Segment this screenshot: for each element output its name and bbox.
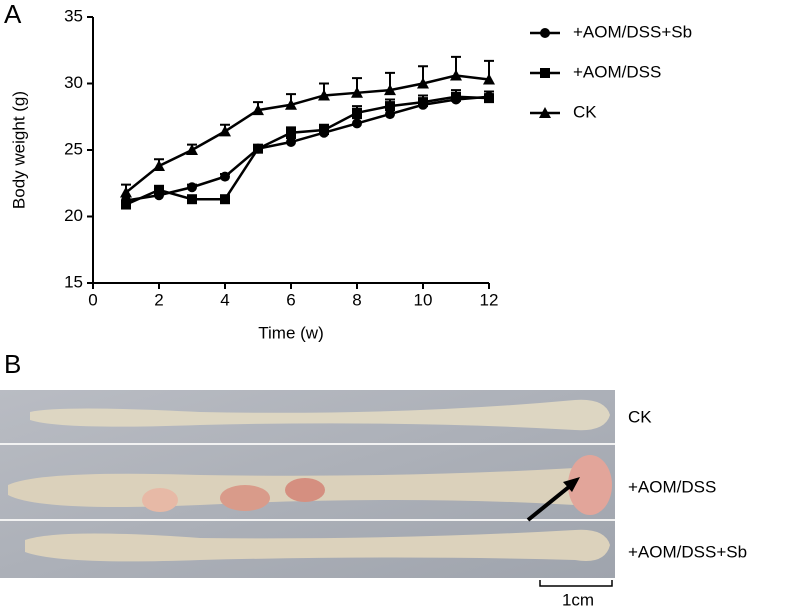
divider — [0, 443, 615, 445]
tumor — [220, 485, 270, 511]
series-line — [125, 74, 490, 194]
divider — [0, 519, 615, 521]
row-label: +AOM/DSS — [628, 477, 716, 496]
marker — [451, 91, 461, 102]
marker — [186, 144, 198, 155]
legend-label: +AOM/DSS — [573, 62, 661, 81]
y-tick-label: 20 — [64, 206, 83, 225]
marker — [153, 159, 165, 171]
marker — [385, 101, 395, 112]
marker — [352, 118, 362, 129]
marker — [121, 199, 131, 210]
marker — [285, 98, 297, 110]
panel-label: A — [4, 0, 22, 29]
series-line — [125, 95, 490, 206]
marker — [484, 93, 494, 104]
scale-bar-label: 1cm — [562, 590, 594, 609]
tumor — [568, 455, 612, 515]
marker — [286, 137, 296, 148]
marker — [319, 125, 329, 136]
arrow — [526, 480, 577, 522]
x-tick-label: 4 — [220, 290, 229, 309]
marker — [219, 125, 231, 137]
x-tick-label: 12 — [480, 290, 499, 309]
marker — [352, 107, 362, 118]
x-tick-label: 10 — [414, 290, 433, 309]
marker — [252, 104, 264, 116]
y-tick-label: 25 — [64, 139, 83, 158]
x-tick-label: 6 — [286, 290, 295, 309]
marker — [220, 194, 230, 205]
x-axis-label: Time (w) — [258, 323, 323, 342]
y-tick-label: 35 — [64, 6, 83, 25]
marker — [540, 28, 550, 38]
x-tick-label: 0 — [88, 290, 97, 309]
row-label: +AOM/DSS+Sb — [628, 542, 747, 561]
marker — [351, 86, 363, 98]
panel-label: B — [4, 349, 21, 379]
colon — [30, 399, 610, 431]
marker — [450, 69, 462, 81]
photo — [0, 390, 615, 578]
marker — [253, 143, 263, 154]
marker — [417, 77, 429, 89]
tumor — [285, 478, 325, 502]
marker — [384, 84, 396, 96]
marker — [539, 107, 551, 118]
marker — [187, 194, 197, 205]
row-label: CK — [628, 407, 652, 426]
colon — [25, 529, 610, 562]
x-tick-label: 2 — [154, 290, 163, 309]
x-tick-label: 8 — [352, 290, 361, 309]
marker — [286, 127, 296, 138]
marker — [154, 184, 164, 195]
y-tick-label: 30 — [64, 73, 83, 92]
marker — [483, 73, 495, 85]
legend-label: +AOM/DSS+Sb — [573, 22, 692, 41]
marker — [418, 97, 428, 108]
scale-bar — [539, 580, 613, 587]
marker — [120, 186, 132, 198]
y-tick-label: 15 — [64, 272, 83, 291]
legend-label: CK — [573, 102, 597, 121]
marker — [187, 182, 197, 193]
marker — [220, 171, 230, 182]
tumor — [142, 488, 178, 512]
series-line — [125, 95, 490, 202]
marker — [385, 109, 395, 120]
y-axis-label: Body weight (g) — [9, 91, 28, 209]
marker — [318, 89, 330, 101]
arrow-head — [563, 477, 580, 492]
marker — [540, 68, 550, 78]
